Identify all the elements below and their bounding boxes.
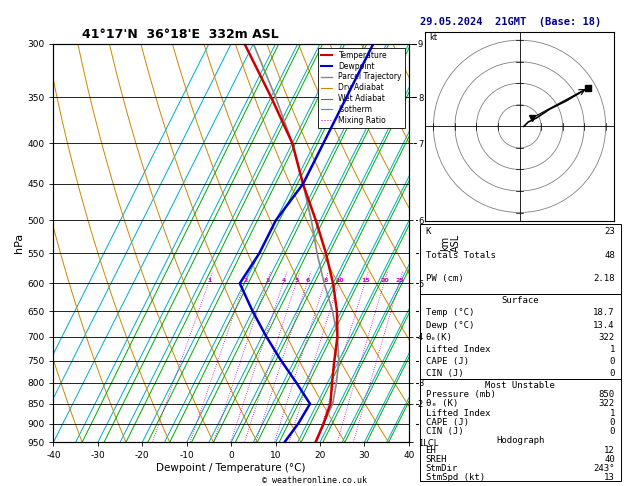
Text: 10: 10	[335, 278, 343, 283]
Text: Most Unstable: Most Unstable	[485, 381, 555, 390]
Text: 12: 12	[604, 446, 615, 454]
Text: kt: kt	[429, 33, 437, 42]
Text: 25: 25	[396, 278, 404, 283]
Text: θₑ(K): θₑ(K)	[426, 332, 452, 342]
Text: 0: 0	[610, 369, 615, 378]
Text: 3: 3	[265, 278, 270, 283]
Text: 29.05.2024  21GMT  (Base: 18): 29.05.2024 21GMT (Base: 18)	[420, 17, 601, 27]
Text: 0: 0	[610, 357, 615, 366]
Text: 18.7: 18.7	[593, 308, 615, 317]
Text: CIN (J): CIN (J)	[426, 369, 463, 378]
Text: © weatheronline.co.uk: © weatheronline.co.uk	[262, 476, 367, 485]
Text: Hodograph: Hodograph	[496, 436, 544, 445]
Text: 48: 48	[604, 251, 615, 260]
Bar	[420, 380, 621, 481]
Text: 1: 1	[610, 345, 615, 354]
Text: 6: 6	[306, 278, 310, 283]
X-axis label: Dewpoint / Temperature (°C): Dewpoint / Temperature (°C)	[157, 463, 306, 473]
Text: 5: 5	[295, 278, 299, 283]
Text: 0: 0	[610, 418, 615, 427]
Text: K: K	[426, 227, 431, 236]
Legend: Temperature, Dewpoint, Parcel Trajectory, Dry Adiabat, Wet Adiabat, Isotherm, Mi: Temperature, Dewpoint, Parcel Trajectory…	[318, 48, 405, 128]
Y-axis label: km
ASL: km ASL	[440, 234, 461, 252]
Text: 322: 322	[599, 399, 615, 408]
Y-axis label: hPa: hPa	[14, 233, 25, 253]
Text: θₑ (K): θₑ (K)	[426, 399, 458, 408]
Text: StmDir: StmDir	[426, 464, 458, 473]
Text: 15: 15	[361, 278, 370, 283]
Text: 2: 2	[243, 278, 248, 283]
Text: Temp (°C): Temp (°C)	[426, 308, 474, 317]
Text: 322: 322	[599, 332, 615, 342]
Text: PW (cm): PW (cm)	[426, 274, 463, 283]
Text: Lifted Index: Lifted Index	[426, 409, 490, 417]
Text: 8: 8	[323, 278, 328, 283]
Text: CAPE (J): CAPE (J)	[426, 418, 469, 427]
Text: 4: 4	[282, 278, 286, 283]
Text: CIN (J): CIN (J)	[426, 427, 463, 436]
Text: 2.18: 2.18	[593, 274, 615, 283]
Text: 1: 1	[610, 409, 615, 417]
Text: Totals Totals: Totals Totals	[426, 251, 496, 260]
Text: StmSpd (kt): StmSpd (kt)	[426, 473, 485, 482]
Text: 0: 0	[610, 427, 615, 436]
Text: EH: EH	[426, 446, 437, 454]
Text: Surface: Surface	[501, 296, 539, 305]
Text: 13.4: 13.4	[593, 320, 615, 330]
Text: 243°: 243°	[593, 464, 615, 473]
Text: 23: 23	[604, 227, 615, 236]
Text: 40: 40	[604, 455, 615, 464]
Text: SREH: SREH	[426, 455, 447, 464]
Bar	[420, 295, 621, 380]
Bar	[420, 224, 621, 295]
Text: 13: 13	[604, 473, 615, 482]
Text: 20: 20	[381, 278, 389, 283]
Text: Pressure (mb): Pressure (mb)	[426, 390, 496, 399]
Text: Dewp (°C): Dewp (°C)	[426, 320, 474, 330]
Text: CAPE (J): CAPE (J)	[426, 357, 469, 366]
Text: 41°17'N  36°18'E  332m ASL: 41°17'N 36°18'E 332m ASL	[82, 28, 279, 41]
Text: Lifted Index: Lifted Index	[426, 345, 490, 354]
Text: 850: 850	[599, 390, 615, 399]
Text: 1: 1	[208, 278, 212, 283]
